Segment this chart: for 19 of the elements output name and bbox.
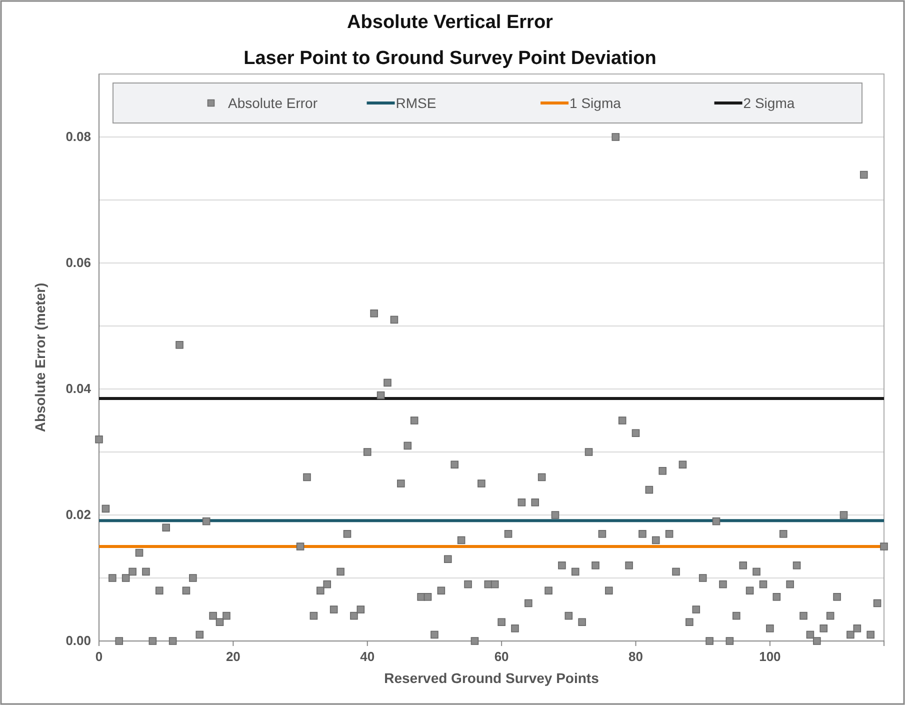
legend-label: RMSE	[396, 95, 436, 111]
y-tick-label: 0.02	[66, 507, 91, 522]
y-tick-label: 0.00	[66, 633, 91, 648]
legend-label: 2 Sigma	[743, 95, 795, 111]
x-tick-label: 100	[759, 649, 781, 664]
y-tick-label: 0.04	[66, 381, 92, 396]
y-axis-title: Absolute Error (meter)	[32, 282, 48, 432]
x-tick-label: 60	[494, 649, 509, 664]
chart-title: Absolute Vertical Error	[347, 12, 554, 33]
x-tick-label: 40	[360, 649, 375, 664]
legend-label: 1 Sigma	[570, 95, 622, 111]
x-tick-label: 80	[628, 649, 643, 664]
y-tick-label: 0.08	[66, 129, 91, 144]
x-tick-label: 20	[226, 649, 240, 664]
chart-subtitle: Laser Point to Ground Survey Point Deviation	[244, 48, 656, 69]
x-axis-title: Reserved Ground Survey Points	[384, 670, 600, 686]
x-tick-label: 0	[95, 649, 103, 664]
legend-label: Absolute Error	[228, 95, 318, 111]
y-tick-label: 0.06	[66, 255, 91, 270]
